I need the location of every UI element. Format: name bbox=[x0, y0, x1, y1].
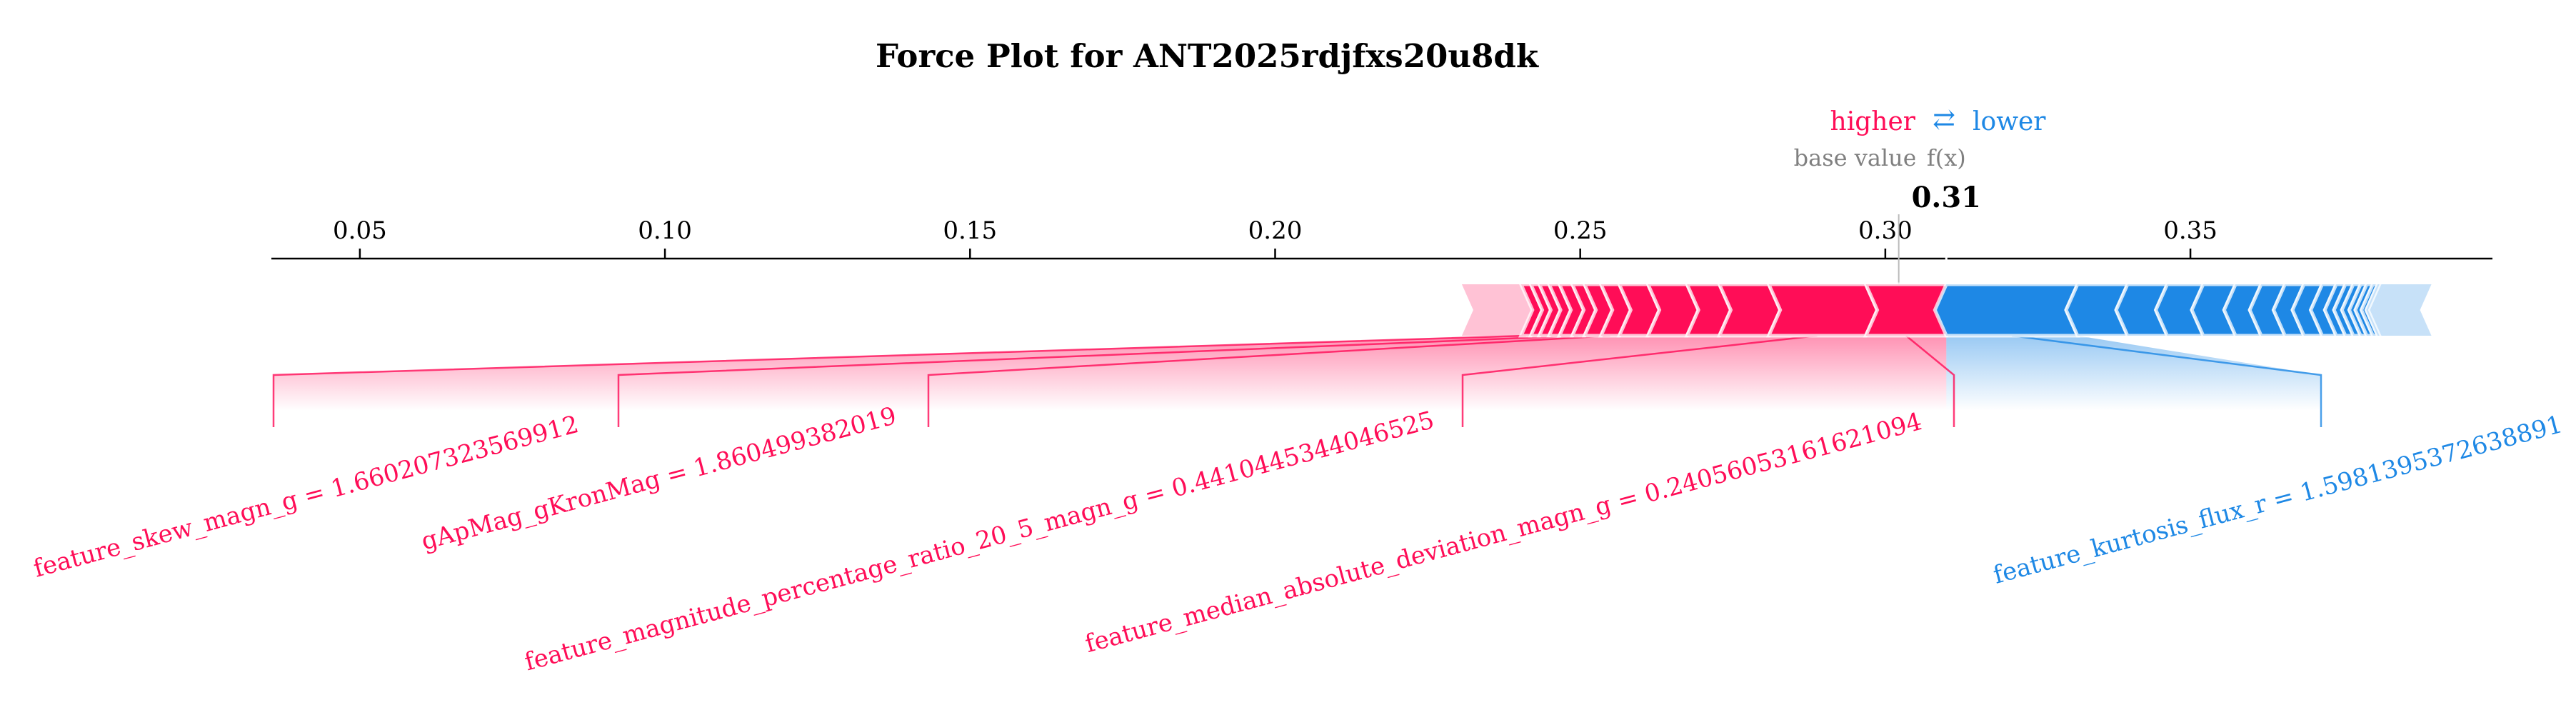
legend-higher-label: higher bbox=[1830, 107, 1916, 136]
x-axis: 0.05 0.10 0.15 0.20 0.25 0.30 0.35 bbox=[271, 214, 2492, 336]
x-tick-label: 0.30 bbox=[1858, 216, 1913, 245]
positive-feature-leader bbox=[1461, 334, 1818, 427]
positive-feature-leader bbox=[272, 334, 1526, 427]
force-bars bbox=[1461, 282, 2432, 338]
chart-title: Force Plot for ANT2025rdjfxs20u8dk bbox=[876, 37, 1539, 75]
positive-feature-leader bbox=[927, 334, 1610, 427]
negative-gradient-area bbox=[1946, 336, 2321, 411]
legend-lower-label: lower bbox=[1973, 107, 2046, 136]
x-tick-label: 0.10 bbox=[638, 216, 692, 245]
x-tick-label: 0.35 bbox=[2163, 216, 2217, 245]
positive-feature-leader bbox=[617, 334, 1579, 427]
feature-leader-lines bbox=[272, 334, 2322, 427]
positive-force-segment bbox=[1461, 284, 1533, 336]
x-tick-label: 0.25 bbox=[1553, 216, 1608, 245]
base-value-label: base value bbox=[1794, 144, 1917, 171]
fx-label: f(x) bbox=[1927, 144, 1966, 171]
negative-force-segment bbox=[2373, 284, 2432, 336]
feature-labels: feature_skew_magn_g = 1.660207323569912g… bbox=[31, 401, 2566, 676]
positive-feature-label: gApMag_gKronMag = 1.860499382019 bbox=[419, 401, 900, 556]
positive-force-segment bbox=[1765, 282, 1880, 338]
negative-feature-label: feature_kurtosis_flux_r = 1.598139537263… bbox=[1990, 410, 2566, 590]
negative-force-segment bbox=[2367, 282, 2388, 338]
positive-feature-leader bbox=[1905, 335, 1955, 427]
legend: higher ⇄ lower bbox=[1830, 104, 2047, 136]
positive-feature-label: feature_median_absolute_deviation_magn_g… bbox=[1082, 407, 1925, 659]
fx-value: 0.31 bbox=[1912, 181, 1981, 214]
x-tick-label: 0.20 bbox=[1248, 216, 1303, 245]
fx-annotation: base value f(x) 0.31 bbox=[1794, 144, 1981, 214]
fx-label-background bbox=[1915, 144, 1978, 173]
positive-feature-label: feature_skew_magn_g = 1.660207323569912 bbox=[31, 410, 582, 584]
negative-force-segment bbox=[1933, 282, 2080, 338]
positive-gradient-area bbox=[274, 336, 1947, 411]
x-tick-label: 0.15 bbox=[943, 216, 997, 245]
x-tick-label: 0.05 bbox=[333, 216, 387, 245]
negative-feature-leader bbox=[2012, 334, 2322, 427]
legend-arrow-icon: ⇄ bbox=[1933, 104, 1955, 135]
positive-feature-label: feature_magnitude_percentage_ratio_20_5_… bbox=[521, 406, 1437, 676]
